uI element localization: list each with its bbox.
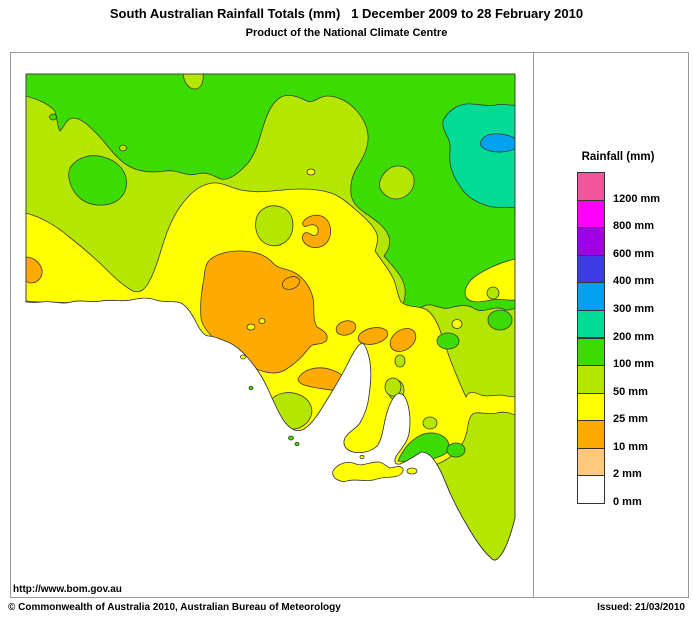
- legend-label: 25 mm: [613, 413, 648, 426]
- contour-50mm-eyre-tip: [268, 392, 313, 430]
- contour-25mm-dot-c: [306, 168, 316, 176]
- legend-title: Rainfall (mm): [581, 151, 655, 163]
- contour-50mm-dot-b: [394, 354, 406, 368]
- legend-swatch: [577, 282, 605, 311]
- footer-url: http://www.bom.gov.au: [13, 584, 122, 595]
- legend-label: 50 mm: [613, 385, 648, 398]
- islet-c: [240, 354, 246, 360]
- page-title: South Australian Rainfall Totals (mm) 1 …: [109, 6, 584, 21]
- kangaroo-island: [332, 461, 404, 482]
- legend-swatch: [577, 365, 605, 394]
- legend-divider: [533, 52, 534, 598]
- legend-label: 200 mm: [613, 330, 654, 343]
- legend-label: 800 mm: [613, 220, 654, 233]
- contour-25mm-dot-a: [246, 323, 256, 331]
- contour-50mm-dot-c: [422, 416, 438, 430]
- legend-swatch: [577, 475, 605, 504]
- legend-label: 100 mm: [613, 358, 654, 371]
- contour-25mm-east: [464, 258, 515, 303]
- island-east-of-ki: [406, 467, 418, 475]
- footer-issued: Issued: 21/03/2010: [597, 602, 685, 613]
- contour-25mm-dot-b: [258, 318, 266, 324]
- legend-label: 300 mm: [613, 302, 654, 315]
- footer-copyright: © Commonwealth of Australia 2010, Austra…: [8, 602, 341, 613]
- contour-10mm-west-edge: [26, 256, 43, 284]
- contour-50mm-pocket-a: [255, 205, 294, 247]
- contour-200mm-region: [442, 103, 515, 209]
- islet-a: [288, 435, 294, 441]
- legend-swatch: [577, 199, 605, 229]
- contour-50mm-pocket-b: [379, 165, 415, 200]
- contour-50mm-dot-d: [486, 286, 500, 300]
- legend-swatch: [577, 420, 605, 449]
- legend-swatch: [577, 172, 605, 201]
- islet-e: [359, 454, 365, 460]
- coastline: [25, 73, 516, 561]
- contour-10mm-oval-c: [389, 328, 417, 352]
- legend-swatch: [577, 254, 605, 284]
- south-australia-rainfall-map: [25, 73, 516, 561]
- contour-10mm-curl: [302, 214, 332, 248]
- page-subtitle: Product of the National Climate Centre: [245, 27, 448, 39]
- contour-100mm-nw-blob: [68, 155, 127, 206]
- contour-50mm-dot-e: [119, 144, 127, 152]
- islet-d: [248, 385, 254, 391]
- contour-50mm-yorke: [384, 377, 402, 397]
- contour-10mm-oval-a: [335, 320, 357, 336]
- legend-label: 400 mm: [613, 275, 654, 288]
- legend-label: 10 mm: [613, 440, 648, 453]
- contour-100mm-coast-lobe: [446, 442, 466, 458]
- legend-swatch: [577, 309, 605, 339]
- legend-swatch: [577, 227, 605, 256]
- legend-label: 2 mm: [613, 468, 642, 481]
- contour-100mm-dot-a: [49, 113, 57, 121]
- contour-10mm-dot: [281, 276, 301, 290]
- legend-label: 1200 mm: [613, 192, 661, 205]
- contour-10mm-oval-b: [357, 327, 389, 345]
- legend-swatch: [577, 447, 605, 477]
- legend-label: 0 mm: [613, 496, 642, 508]
- contour-100mm-blob-c: [487, 309, 513, 331]
- contour-300mm-pocket: [480, 133, 515, 153]
- legend-swatch: [577, 337, 605, 367]
- legend-label: 600 mm: [613, 247, 654, 260]
- legend-swatch: [577, 392, 605, 422]
- contour-50mm-top-edge: [182, 74, 204, 90]
- contour-25mm-dot-d: [451, 319, 463, 329]
- islet-b: [294, 441, 300, 447]
- contour-100mm-blob-b: [436, 332, 460, 350]
